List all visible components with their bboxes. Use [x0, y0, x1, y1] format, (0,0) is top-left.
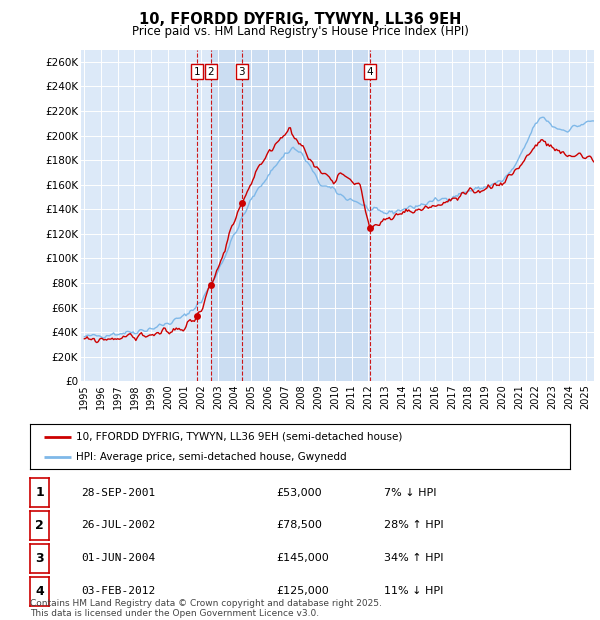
Bar: [211, 50, 370, 381]
Text: Price paid vs. HM Land Registry's House Price Index (HPI): Price paid vs. HM Land Registry's House …: [131, 25, 469, 38]
Text: 3: 3: [238, 67, 245, 77]
Text: £125,000: £125,000: [276, 586, 329, 596]
Text: 01-JUN-2004: 01-JUN-2004: [81, 553, 155, 564]
Text: 10, FFORDD DYFRIG, TYWYN, LL36 9EH: 10, FFORDD DYFRIG, TYWYN, LL36 9EH: [139, 12, 461, 27]
Text: 1: 1: [35, 486, 44, 499]
Text: 7% ↓ HPI: 7% ↓ HPI: [384, 487, 437, 498]
Text: £78,500: £78,500: [276, 520, 322, 531]
Text: 03-FEB-2012: 03-FEB-2012: [81, 586, 155, 596]
Text: HPI: Average price, semi-detached house, Gwynedd: HPI: Average price, semi-detached house,…: [76, 451, 347, 462]
Text: Contains HM Land Registry data © Crown copyright and database right 2025.
This d: Contains HM Land Registry data © Crown c…: [30, 599, 382, 618]
Text: 28% ↑ HPI: 28% ↑ HPI: [384, 520, 443, 531]
Text: 4: 4: [35, 585, 44, 598]
Text: 10, FFORDD DYFRIG, TYWYN, LL36 9EH (semi-detached house): 10, FFORDD DYFRIG, TYWYN, LL36 9EH (semi…: [76, 432, 402, 441]
Text: 2: 2: [35, 519, 44, 532]
Text: 26-JUL-2002: 26-JUL-2002: [81, 520, 155, 531]
Text: 3: 3: [35, 552, 44, 565]
Text: £53,000: £53,000: [276, 487, 322, 498]
Text: 2: 2: [208, 67, 214, 77]
Text: 34% ↑ HPI: 34% ↑ HPI: [384, 553, 443, 564]
Text: 1: 1: [194, 67, 200, 77]
Text: 4: 4: [367, 67, 373, 77]
Text: 28-SEP-2001: 28-SEP-2001: [81, 487, 155, 498]
Text: 11% ↓ HPI: 11% ↓ HPI: [384, 586, 443, 596]
Text: £145,000: £145,000: [276, 553, 329, 564]
